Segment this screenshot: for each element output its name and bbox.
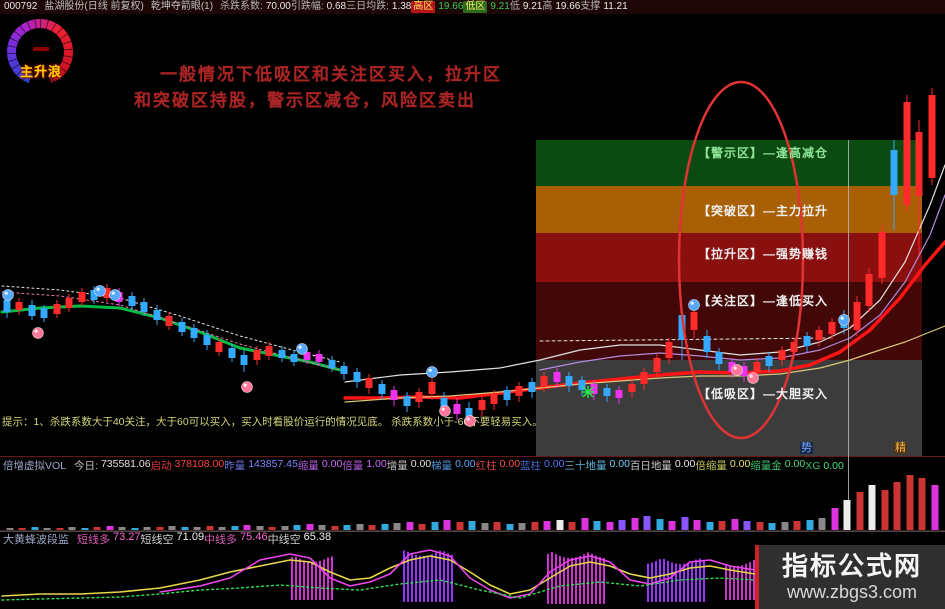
pane-header-field: 增量 0.00	[386, 458, 432, 472]
indicator-name: 乾坤夺箭眼(1)	[150, 1, 214, 12]
pane-header-field: 启动 378108.00	[150, 458, 225, 472]
stock-code: 000792	[4, 1, 38, 12]
title-bar: 000792 盐湖股份(日线 前复权) 乾坤夺箭眼(1) 杀跌系数: 70.00 引…	[0, 0, 945, 14]
dial-ring-icon	[7, 19, 73, 85]
zone-label: 【低吸区】—大胆买入	[698, 387, 829, 401]
pane-header-field: 梯量 0.00	[431, 458, 476, 472]
header-field: 支撑 11.21	[580, 1, 628, 12]
pane-header-field: 倍量 1.00	[342, 458, 387, 472]
header-fields: 杀跌系数: 70.00 引跌幅: 0.68 三日均跌: 1.38 高区 19.66 低区 9.21…	[220, 0, 628, 14]
pane-header-field: 三十地量 0.00	[564, 458, 630, 472]
oscillator-indicator-title: 大黄蜂波段监	[3, 534, 69, 546]
corner-glyph: 势	[800, 442, 813, 454]
header-field: 低 9.21	[509, 1, 543, 12]
pane-header-field: 缩量 0.00	[297, 458, 343, 472]
watermark-site-name: 指标公式网	[781, 551, 922, 581]
zone-label: 【拉升区】—强势赚钱	[698, 247, 829, 261]
logo-dial: 主升浪	[4, 17, 78, 97]
pane-header-field: 短线空 71.09	[140, 531, 205, 546]
oscillator-pane-header: 大黄蜂波段监 短线多 73.27 短线空 71.09 中线多 75.46 中线空 65.38	[0, 531, 945, 547]
zone-label: 【警示区】—逢高减仓	[698, 146, 829, 160]
header-field: 高区 19.66	[411, 1, 464, 13]
pane-header-field: 昨量 143857.45	[224, 458, 298, 472]
header-field: 高 19.66	[542, 1, 581, 12]
zone-label: 【突破区】—主力拉升	[698, 204, 829, 218]
stock-title: 盐湖股份(日线 前复权)	[44, 1, 144, 12]
oscillator-header-values: 短线多 73.27 短线空 71.09 中线多 75.46 中线空 65.38	[77, 531, 331, 547]
header-field: 低区 9.21	[463, 1, 510, 13]
corner-glyph: 精	[894, 442, 907, 454]
dial-needle-icon	[33, 47, 49, 51]
annotation-line2: 和突破区持股，警示区减仓，风险区卖出	[134, 91, 476, 110]
pane-header-field: 缩量金 0.00	[750, 458, 806, 472]
pane-header-field: 今日: 735581.06	[74, 458, 151, 472]
pane-header-field: XG 0.00	[805, 460, 844, 472]
header-field: 引跌幅: 0.68	[290, 1, 347, 12]
logo-text: 主升浪	[19, 64, 62, 79]
annotation-line1: 一般情况下低吸区和关注区买入，拉升区	[160, 65, 502, 84]
watermark: 指标公式网 www.zbgs3.com	[755, 545, 945, 609]
volume-pane-header: 倍增虚拟VOL 今日: 735581.06 启动 378108.00 昨量 143857.…	[0, 458, 945, 473]
pane-header-field: 百日地量 0.00	[629, 458, 696, 472]
watermark-url: www.zbgs3.com	[786, 582, 918, 602]
volume-indicator-title: 倍增虚拟VOL	[3, 460, 67, 472]
header-field: 杀跌系数: 70.00	[220, 1, 291, 12]
zone-label: 【关注区】—逢低买入	[698, 294, 829, 308]
pane-header-field: 蓝柱 0.00	[520, 458, 565, 472]
pane-header-field: 短线多 73.27	[77, 531, 141, 546]
pane-header-field: 中线多 75.46	[204, 531, 268, 546]
pane-header-field: 中线空 65.38	[267, 531, 332, 546]
header-field: 三日均跌: 1.38	[346, 1, 412, 12]
pane-header-field: 红柱 0.00	[475, 458, 521, 472]
volume-header-values: 今日: 735581.06 启动 378108.00 昨量 143857.45 缩量 0.00…	[74, 458, 844, 473]
pane-header-field: 倍缩量 0.00	[695, 458, 751, 472]
